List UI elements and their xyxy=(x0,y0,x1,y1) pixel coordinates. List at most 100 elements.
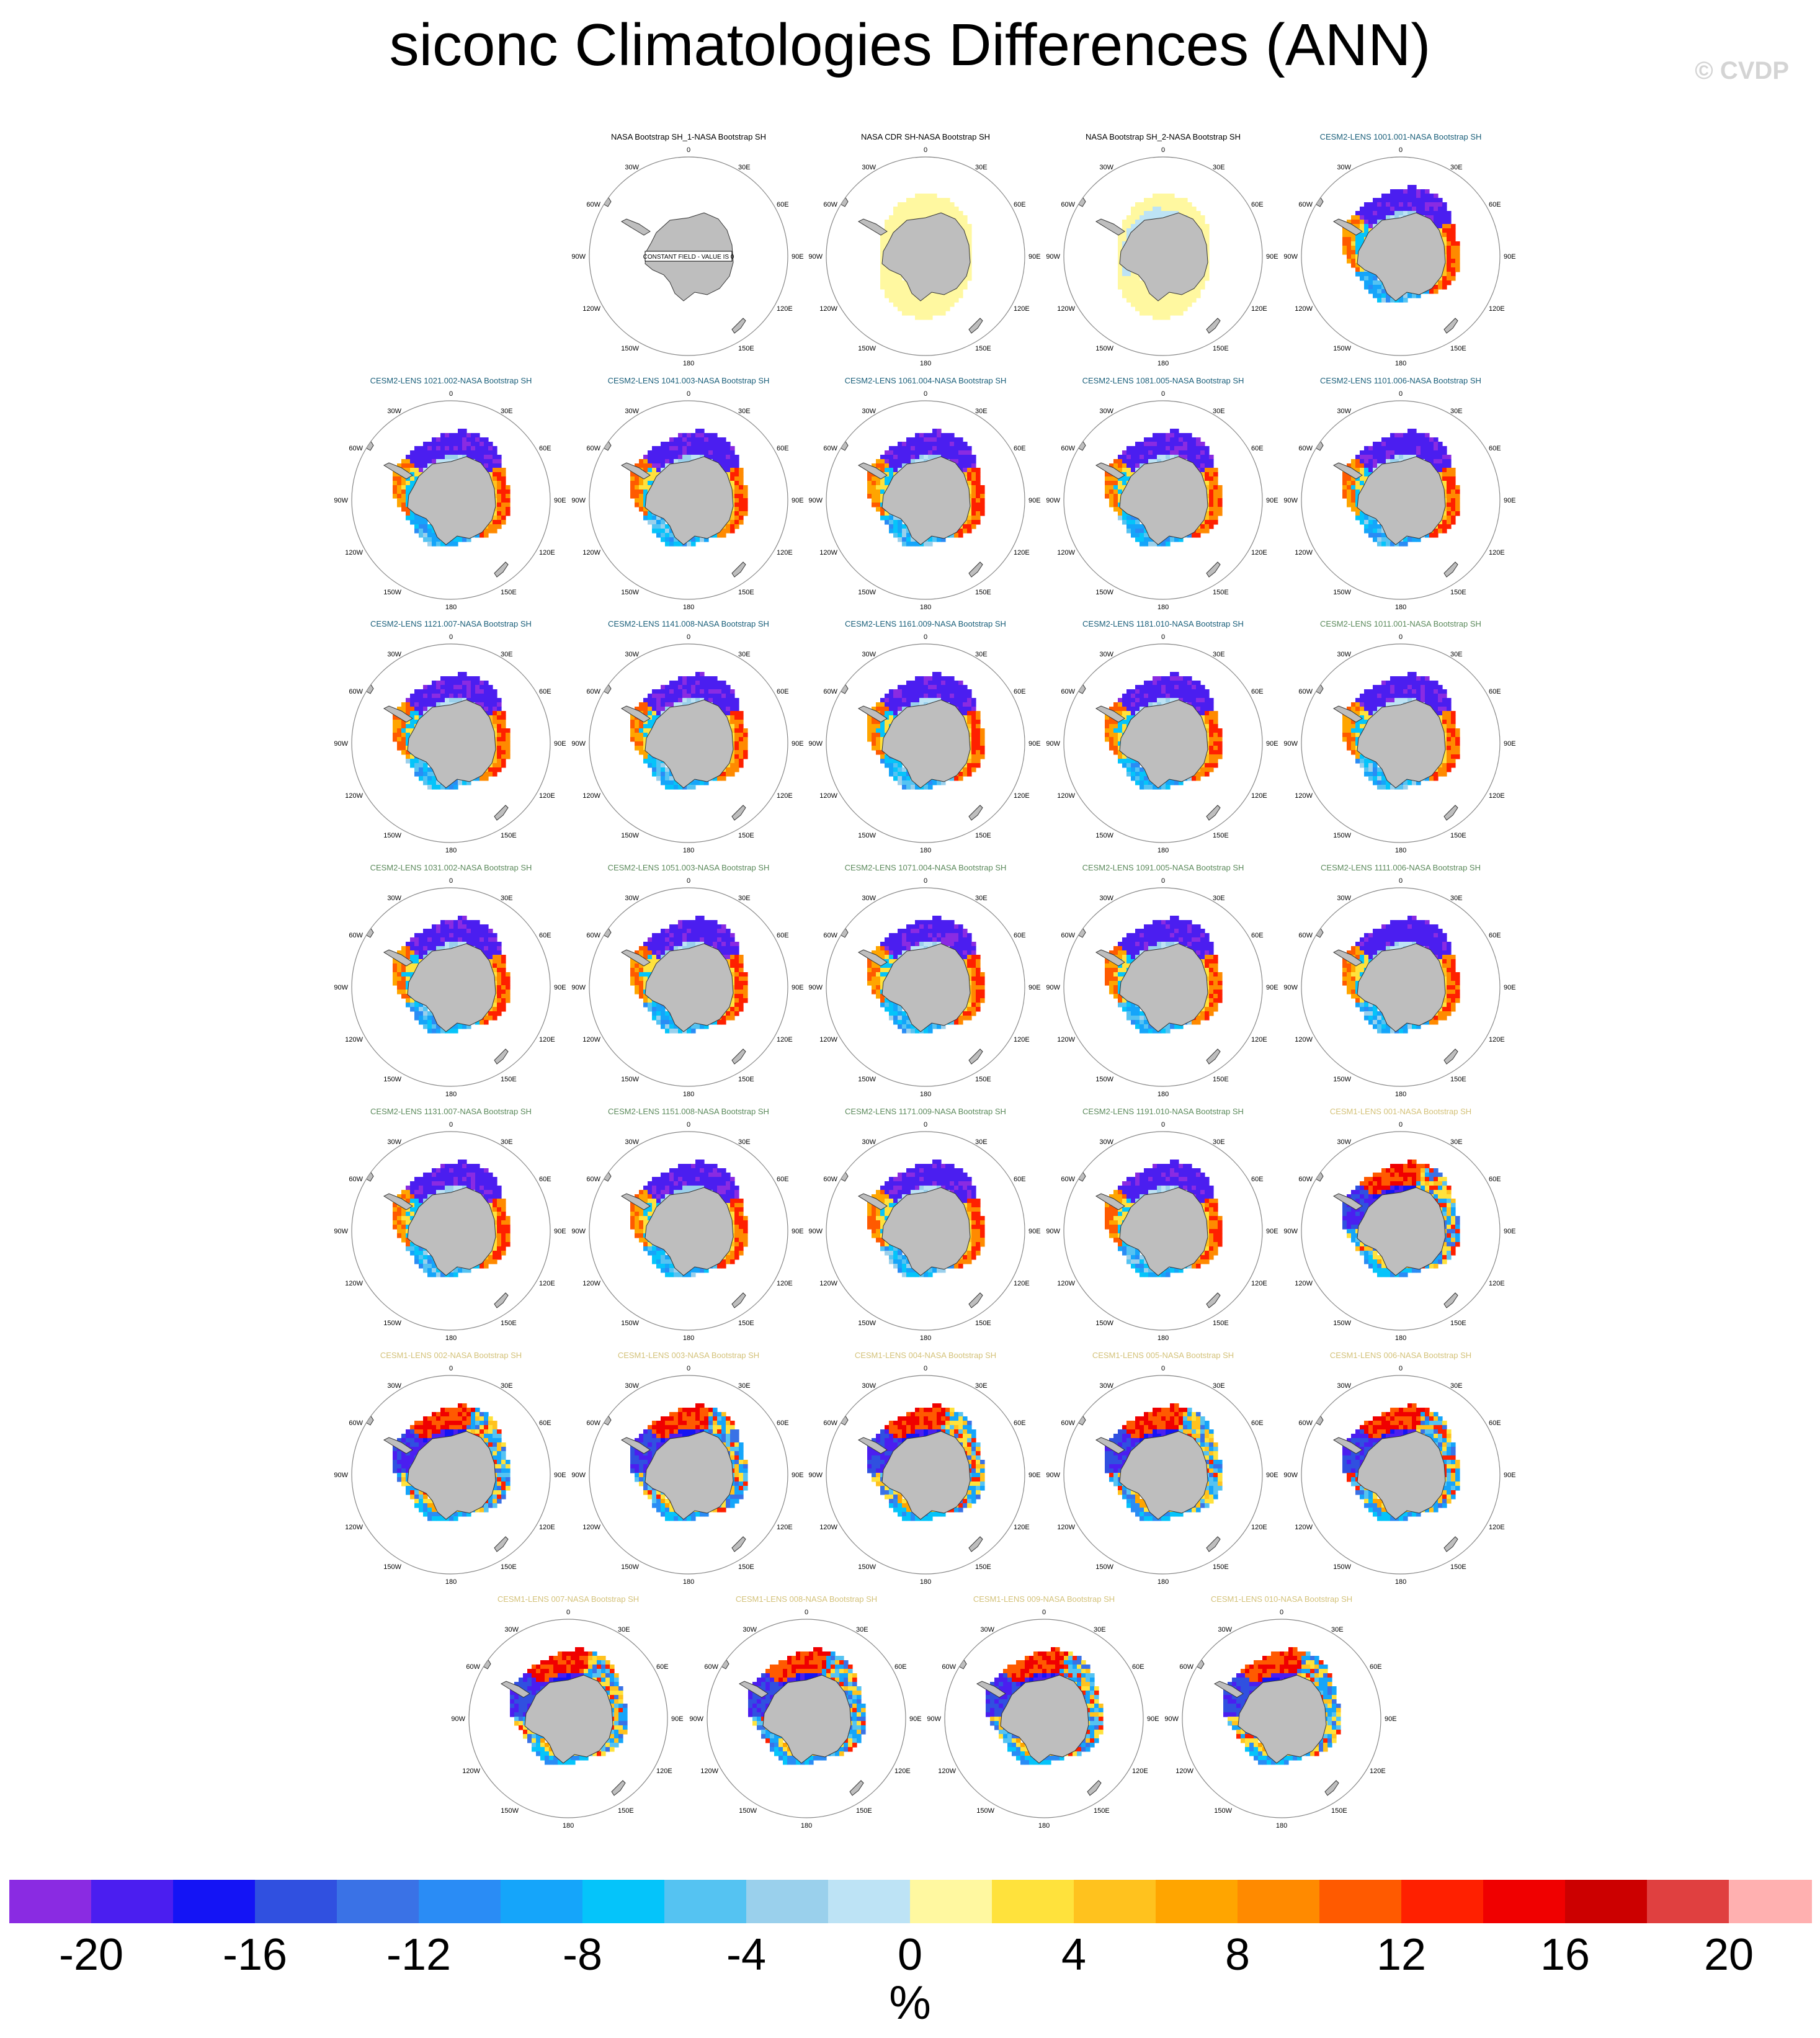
ice-cell xyxy=(1364,524,1369,529)
ice-cell xyxy=(1351,463,1356,468)
ice-cell xyxy=(484,707,489,712)
ice-cell xyxy=(911,459,916,464)
ice-cell xyxy=(648,763,653,768)
ice-cell xyxy=(691,689,696,694)
ice-cell xyxy=(700,429,705,434)
ice-cell xyxy=(506,737,511,742)
ice-cell xyxy=(1364,476,1369,481)
ice-cell xyxy=(643,754,648,759)
ice-cell xyxy=(687,681,692,686)
longitude-label: 60W xyxy=(1061,201,1075,208)
ice-cell xyxy=(462,442,467,447)
ice-cell xyxy=(924,450,929,455)
ice-cell xyxy=(932,306,937,311)
ice-cell xyxy=(713,685,718,690)
ice-cell xyxy=(1205,237,1210,242)
ice-cell xyxy=(445,437,450,442)
ice-cell xyxy=(475,676,480,681)
longitude-label: 90W xyxy=(571,253,586,261)
ice-cell xyxy=(1386,442,1391,447)
ice-cell xyxy=(669,459,674,464)
ice-cell xyxy=(462,672,467,677)
ice-cell xyxy=(1118,750,1123,755)
ice-cell xyxy=(466,450,471,455)
ice-cell xyxy=(466,437,471,442)
ice-cell xyxy=(954,215,959,220)
longitude-label: 120E xyxy=(1489,305,1505,313)
ice-cell xyxy=(717,685,722,690)
ice-cell xyxy=(1205,516,1210,521)
longitude-label: 180 xyxy=(1395,604,1406,611)
ice-cell xyxy=(704,450,709,455)
ice-cell xyxy=(704,676,709,681)
ice-cell xyxy=(872,494,877,499)
longitude-label: 120W xyxy=(1057,549,1075,556)
ice-cell xyxy=(971,767,976,772)
ice-cell xyxy=(1209,516,1214,521)
ice-cell xyxy=(453,537,458,542)
ice-cell xyxy=(928,306,933,311)
ice-cell xyxy=(906,311,911,316)
ice-cell xyxy=(501,728,506,733)
ice-cell xyxy=(880,468,885,473)
ice-cell xyxy=(1183,202,1188,207)
ice-cell xyxy=(1140,207,1144,212)
new-zealand-landmass xyxy=(1443,318,1458,334)
ice-cell xyxy=(1153,207,1158,212)
ice-cell xyxy=(1407,293,1412,298)
ice-cell xyxy=(1360,207,1365,212)
ice-cell xyxy=(497,459,502,464)
ice-cell xyxy=(889,702,894,707)
longitude-label: 150W xyxy=(1333,345,1351,352)
longitude-label: 30E xyxy=(738,408,751,415)
ice-cell xyxy=(1157,215,1162,220)
ice-cell xyxy=(652,520,657,525)
ice-cell xyxy=(1131,272,1136,277)
ice-cell xyxy=(1118,241,1123,246)
ice-cell xyxy=(898,202,903,207)
ice-cell xyxy=(414,763,419,768)
ice-cell xyxy=(911,202,916,207)
ice-cell xyxy=(1118,285,1123,290)
ice-cell xyxy=(1126,293,1131,298)
ice-cell xyxy=(1196,685,1201,690)
ice-cell xyxy=(734,737,739,742)
ice-cell xyxy=(1140,215,1144,220)
ice-cell xyxy=(480,446,484,451)
ice-cell xyxy=(954,681,959,686)
ice-cell xyxy=(427,455,432,460)
ice-cell xyxy=(967,694,972,699)
ice-cell xyxy=(1179,298,1184,303)
ice-cell xyxy=(1174,437,1179,442)
ice-cell xyxy=(1390,676,1395,681)
ice-cell xyxy=(1434,685,1439,690)
ice-cell xyxy=(414,524,419,529)
ice-cell xyxy=(427,702,432,707)
ice-cell xyxy=(1386,211,1391,216)
ice-cell xyxy=(739,728,744,733)
longitude-label: 30W xyxy=(1099,164,1113,171)
ice-cell xyxy=(493,516,497,521)
ice-cell xyxy=(695,676,700,681)
ice-cell xyxy=(652,711,657,716)
ice-cell xyxy=(1368,276,1373,281)
ice-cell xyxy=(1131,702,1136,707)
ice-cell xyxy=(700,442,705,447)
ice-cell xyxy=(687,433,692,438)
ice-cell xyxy=(976,746,981,751)
ice-cell xyxy=(1131,763,1136,768)
new-zealand-landmass xyxy=(494,805,509,821)
ice-cell xyxy=(1200,228,1205,233)
map-border xyxy=(1063,156,1263,356)
ice-cell xyxy=(700,446,705,451)
ice-cell xyxy=(1161,437,1166,442)
ice-cell xyxy=(652,463,657,468)
ice-cell xyxy=(1179,442,1184,447)
ice-cell xyxy=(471,698,476,703)
ice-cell xyxy=(1148,785,1153,790)
ice-cell xyxy=(937,437,942,442)
ice-cell xyxy=(1447,698,1452,703)
ice-cell xyxy=(1381,537,1386,542)
ice-cell xyxy=(1434,194,1439,199)
ice-cell xyxy=(1407,429,1412,434)
